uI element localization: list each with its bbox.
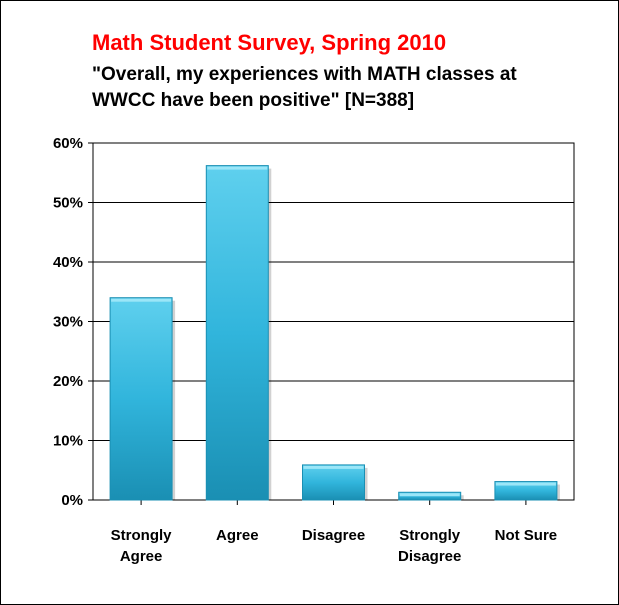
bar-highlight xyxy=(111,298,172,302)
bar-highlight xyxy=(303,465,364,469)
y-tick-label: 50% xyxy=(53,195,83,212)
y-tick-labels: 0% 10% 20% 30% 40% 50% 60% xyxy=(53,135,83,509)
x-category-label: Disagree xyxy=(398,548,461,565)
chart-subtitle: "Overall, my experiences with MATH class… xyxy=(92,62,517,114)
bar xyxy=(494,481,558,501)
bar-highlight xyxy=(495,482,556,486)
chart-title: Math Student Survey, Spring 2010 xyxy=(92,30,447,55)
y-tick-label: 60% xyxy=(53,135,83,152)
subtitle-line-1: "Overall, my experiences with MATH class… xyxy=(92,64,517,85)
x-category-label: Strongly xyxy=(111,527,172,544)
x-category-label: Agree xyxy=(216,527,259,544)
x-category-labels: Strongly Agree Agree Disagree Strongly Disagr… xyxy=(111,527,557,565)
x-category-label: Strongly xyxy=(399,527,460,544)
bars xyxy=(109,165,560,501)
y-tick-label: 30% xyxy=(53,314,83,331)
y-tick-label: 10% xyxy=(53,433,83,450)
bar xyxy=(109,297,173,501)
bar xyxy=(205,165,269,501)
y-tick-label: 0% xyxy=(61,492,83,509)
y-tick-label: 20% xyxy=(53,373,83,390)
bar-highlight xyxy=(399,493,460,497)
x-category-label: Agree xyxy=(120,548,163,565)
x-category-label: Disagree xyxy=(302,527,365,544)
y-tick-label: 40% xyxy=(53,254,83,271)
x-category-label: Not Sure xyxy=(495,527,558,544)
bar xyxy=(302,464,365,501)
bar-highlight xyxy=(207,166,268,170)
subtitle-line-2: WWCC have been positive" [N=388] xyxy=(92,90,415,111)
